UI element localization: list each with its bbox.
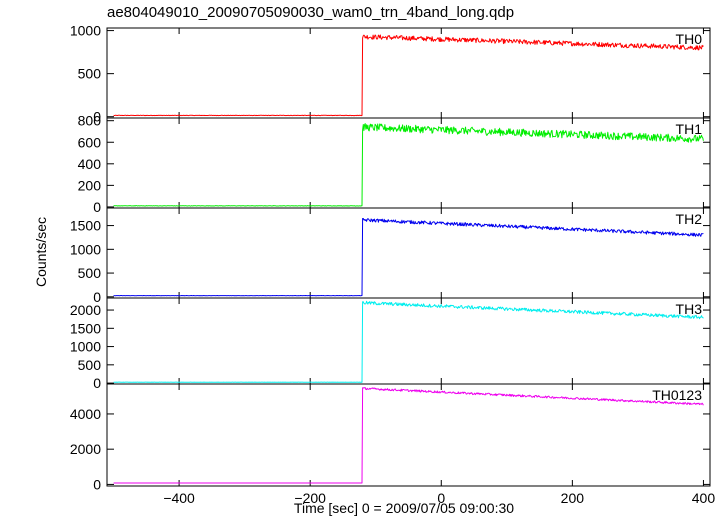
y-tick-label: 0 bbox=[93, 375, 101, 391]
y-tick-label: 1000 bbox=[70, 23, 101, 39]
series-line-th2 bbox=[113, 218, 704, 297]
x-tick-label: 400 bbox=[692, 490, 716, 506]
panel-label: TH3 bbox=[676, 301, 703, 317]
y-tick-label: 400 bbox=[78, 156, 102, 172]
y-tick-label: 4000 bbox=[70, 406, 101, 422]
y-tick-label: 0 bbox=[93, 476, 101, 492]
series-line-th0 bbox=[113, 34, 704, 117]
panel-th3: 0 500 1000 1500 2000 TH3 bbox=[70, 297, 711, 391]
y-tick-label: 2000 bbox=[70, 302, 101, 318]
panel-th2: 0 500 1000 1500 TH2 bbox=[70, 207, 711, 305]
panel-th1: 0 200 400 600 800 TH1 bbox=[78, 113, 711, 215]
panel-frame bbox=[106, 27, 711, 119]
panel-frame bbox=[106, 117, 711, 209]
series-line-th0123 bbox=[113, 387, 704, 484]
y-tick-label: 0 bbox=[93, 289, 101, 305]
x-tick-label: 0 bbox=[437, 490, 445, 506]
series-line-th3 bbox=[113, 300, 704, 383]
y-tick-label: 600 bbox=[78, 134, 102, 150]
x-tick-label: −400 bbox=[163, 490, 195, 506]
y-tick-label: 0 bbox=[93, 109, 101, 125]
series-line-th1 bbox=[113, 123, 704, 207]
y-tick-label: 500 bbox=[78, 357, 102, 373]
y-tick-label: 500 bbox=[78, 66, 102, 82]
x-tick-label: 200 bbox=[561, 490, 585, 506]
y-tick-label: 800 bbox=[78, 113, 102, 129]
chart-title: ae804049010_20090705090030_wam0_trn_4ban… bbox=[107, 4, 514, 21]
panel-th0123: 0 2000 4000 TH0123 bbox=[70, 383, 711, 492]
panel-label: TH0 bbox=[676, 31, 703, 47]
y-tick-label: 200 bbox=[78, 177, 102, 193]
y-tick-label: 500 bbox=[78, 265, 102, 281]
y-tick-label: 1500 bbox=[70, 320, 101, 336]
y-tick-label: 2000 bbox=[70, 441, 101, 457]
panel-label: TH0123 bbox=[652, 387, 702, 403]
y-tick-label: 1000 bbox=[70, 339, 101, 355]
panels-group: 0 500 1000 TH0 0 200 400 600 800 TH1 0 500 1000 1500 T… bbox=[70, 23, 715, 506]
x-tick-label: −200 bbox=[294, 490, 326, 506]
panel-frame bbox=[106, 383, 711, 487]
y-axis-label: Counts/sec bbox=[33, 217, 49, 287]
panel-th0: 0 500 1000 TH0 bbox=[70, 23, 711, 125]
panel-frame bbox=[106, 297, 711, 385]
y-tick-label: 1500 bbox=[70, 218, 101, 234]
x-axis-label: Time [sec] 0 = 2009/07/05 09:00:30 bbox=[294, 500, 514, 516]
panel-label: TH1 bbox=[676, 121, 703, 137]
y-tick-label: 0 bbox=[93, 199, 101, 215]
panel-label: TH2 bbox=[676, 211, 703, 227]
y-tick-label: 1000 bbox=[70, 241, 101, 257]
